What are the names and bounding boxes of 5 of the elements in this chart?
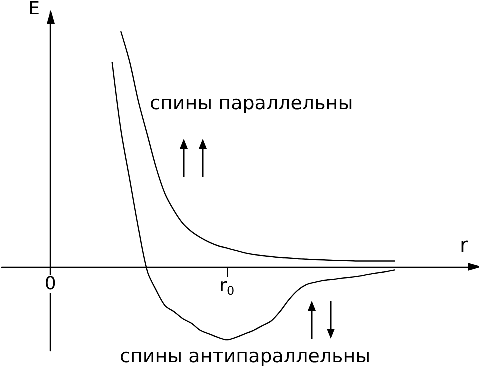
text: спины антипараллельны — [120, 346, 371, 368]
y-axis-title: E — [28, 0, 40, 20]
x-axis-title: r — [460, 233, 469, 258]
annotation: спины параллельны — [150, 92, 354, 114]
x-tick-label: 0 — [44, 274, 56, 295]
